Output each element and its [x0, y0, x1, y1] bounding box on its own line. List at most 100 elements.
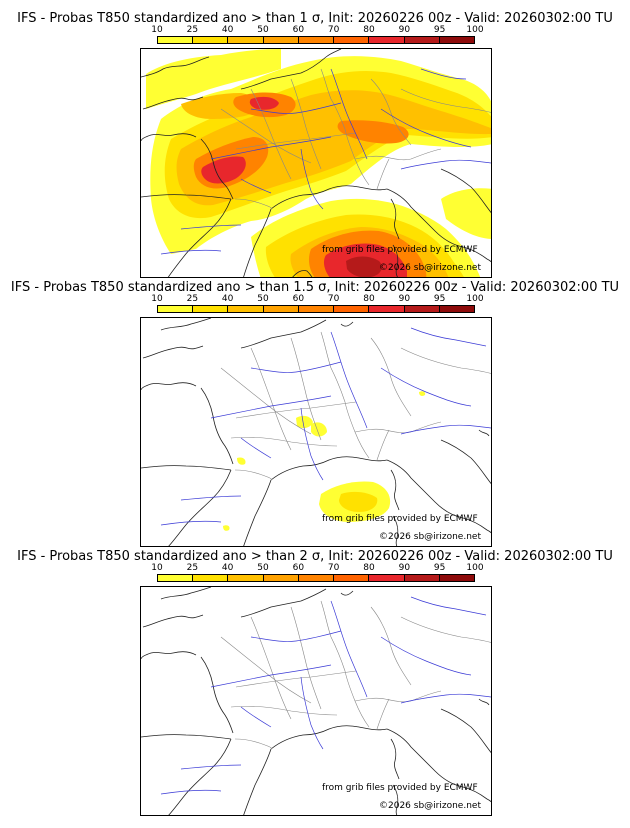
author-credit: ©2026 sb@irizone.net	[379, 263, 481, 273]
coastline	[478, 429, 490, 437]
coastline	[240, 49, 342, 90]
coastline	[168, 738, 232, 815]
coastline-corsica	[390, 198, 400, 240]
coastline-layer	[141, 49, 491, 277]
river	[300, 407, 324, 481]
river	[250, 630, 342, 642]
coastline-corsica	[390, 469, 400, 511]
coastline	[142, 345, 204, 359]
region-border	[290, 606, 322, 710]
country-border	[234, 198, 273, 210]
colorbar-tick-label: 25	[186, 25, 199, 35]
coastline	[440, 708, 491, 754]
prob-area-60	[337, 120, 409, 144]
colorbar-ticks: 10 25 40 50 60 70 80 90 95 100	[151, 294, 483, 305]
colorbar-tick-label: 100	[466, 294, 484, 304]
probability-map: from grib files provided by ECMWF ©2026 …	[140, 586, 492, 816]
colorbar-swatch	[334, 575, 370, 581]
colorbar-tick-label: 50	[257, 294, 269, 304]
country-border	[320, 68, 370, 186]
colorbar-swatches	[157, 574, 475, 582]
colorbar-swatch	[404, 37, 440, 43]
coastline	[141, 651, 197, 660]
river	[180, 764, 242, 770]
coastline	[462, 246, 491, 263]
coastline	[462, 786, 491, 803]
author-credit: ©2026 sb@irizone.net	[379, 532, 481, 542]
river	[330, 600, 368, 698]
coastline	[141, 465, 232, 471]
author-credit: ©2026 sb@irizone.net	[379, 801, 481, 811]
coastline	[168, 469, 232, 546]
coastline-balearic	[292, 270, 313, 277]
coastline	[243, 479, 272, 546]
source-credit: from grib files provided by ECMWF	[322, 514, 478, 524]
colorbar-tick-label: 60	[292, 563, 305, 573]
colorbar-swatch	[228, 37, 264, 43]
river	[380, 636, 472, 676]
river	[210, 136, 332, 160]
map-panel-1-5-sigma: IFS - Probas T850 standardized ano > tha…	[0, 281, 630, 549]
colorbar-tick-label: 100	[466, 563, 484, 573]
colorbar-tick-label: 60	[292, 25, 305, 35]
colorbar-swatch	[193, 37, 229, 43]
coastline	[141, 133, 197, 142]
region-border	[250, 616, 292, 720]
panel-title: IFS - Probas T850 standardized ano > tha…	[17, 11, 613, 26]
river	[300, 676, 324, 750]
country-border	[320, 331, 370, 459]
colorbar-swatch	[263, 575, 299, 581]
river	[250, 361, 342, 373]
river	[410, 596, 487, 616]
region-border	[250, 347, 292, 451]
colorbar-tick-label: 95	[433, 563, 446, 573]
colorbar-tick-label: 70	[327, 563, 340, 573]
colorbar-tick-label: 80	[363, 25, 375, 35]
coastline	[270, 185, 388, 210]
coastline	[440, 168, 491, 214]
region-border	[290, 337, 322, 441]
colorbar-tick-label: 80	[363, 294, 375, 304]
source-credit: from grib files provided by ECMWF	[322, 245, 478, 255]
river	[420, 68, 467, 80]
region-border	[235, 401, 357, 419]
coastline	[270, 725, 388, 750]
colorbar-tick-label: 90	[398, 563, 411, 573]
coastline	[386, 728, 464, 788]
coastline	[160, 318, 212, 331]
river	[210, 395, 332, 419]
coastline	[340, 321, 354, 327]
region-border	[400, 88, 491, 113]
country-border	[370, 78, 412, 146]
colorbar: 10 25 40 50 60 70 80 90 95 100	[151, 563, 484, 586]
colorbar-tick-label: 10	[151, 563, 163, 573]
river	[250, 102, 342, 114]
prob-area-10	[237, 457, 246, 465]
map-svg	[141, 587, 491, 815]
country-border	[376, 429, 390, 461]
colorbar-tick-label: 60	[292, 294, 305, 304]
coastline-sardinia	[392, 515, 399, 546]
coastline	[440, 439, 491, 485]
border-layer	[220, 68, 491, 210]
region-border	[230, 436, 338, 447]
colorbar-swatch	[334, 306, 370, 312]
coastline	[386, 188, 464, 248]
colorbar-tick-label: 25	[186, 294, 199, 304]
probability-fill-layer	[146, 49, 491, 277]
colorbar-swatch	[263, 37, 299, 43]
probability-fill-layer	[223, 391, 426, 531]
colorbar-swatch	[439, 37, 474, 43]
probability-map: from grib files provided by ECMWF ©2026 …	[140, 317, 492, 547]
panel-title: IFS - Probas T850 standardized ano > tha…	[10, 280, 620, 295]
colorbar-tick-label: 95	[433, 25, 446, 35]
river	[330, 68, 368, 160]
colorbar: 10 25 40 50 60 70 80 90 95 100	[151, 294, 484, 317]
prob-area-10	[419, 391, 426, 396]
river-layer	[160, 327, 491, 526]
river	[330, 331, 368, 429]
colorbar-tick-label: 100	[466, 25, 484, 35]
country-border	[354, 690, 442, 703]
river	[180, 495, 242, 501]
river	[380, 367, 472, 407]
